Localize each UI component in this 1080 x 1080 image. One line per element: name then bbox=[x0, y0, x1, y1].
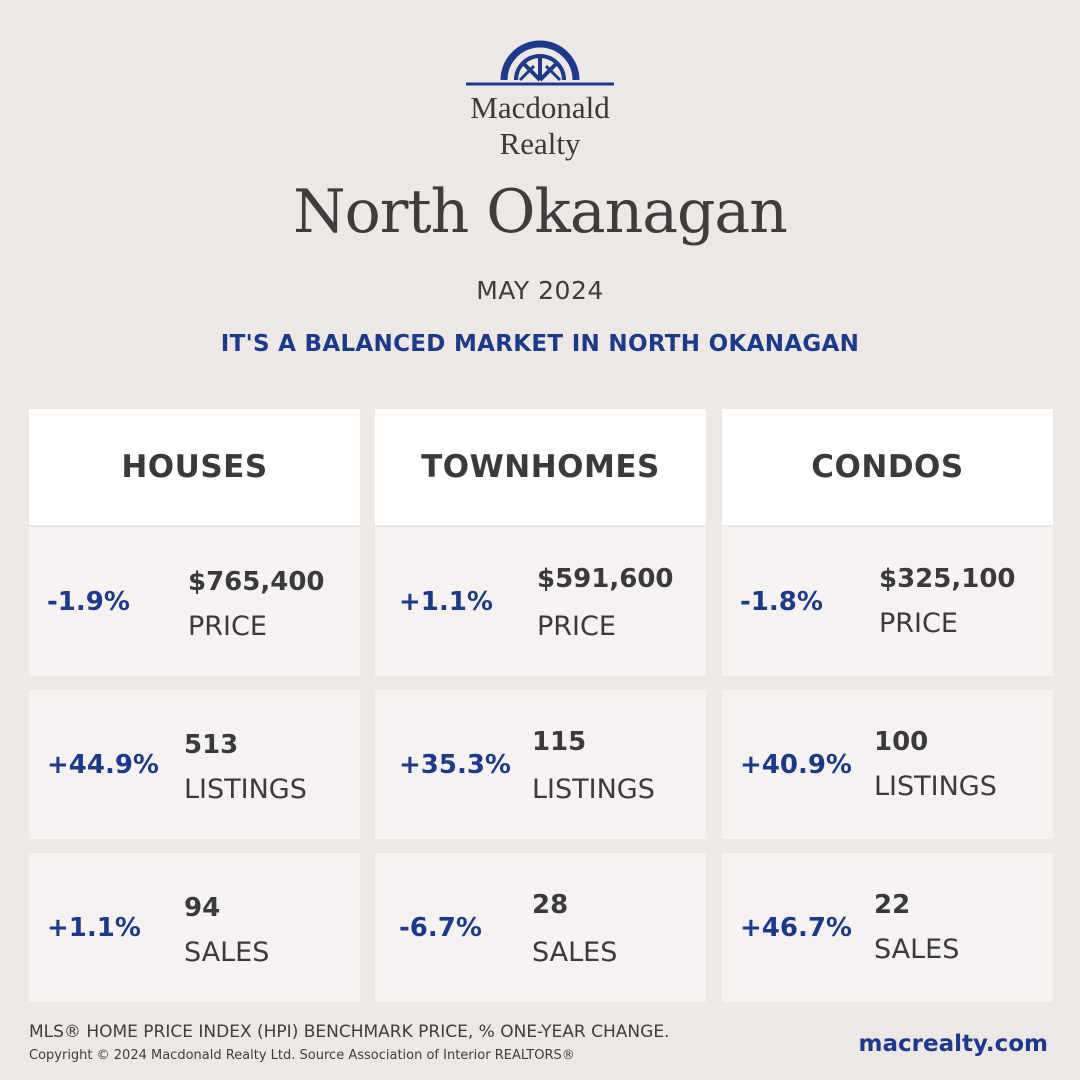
website-link[interactable]: macrealty.com bbox=[858, 1031, 1048, 1057]
townhomes-listings-change: +35.3% bbox=[399, 749, 511, 780]
brand-name-line1: Macdonald bbox=[470, 90, 610, 125]
condos-price-value: $325,100 bbox=[879, 564, 1016, 594]
houses-listings-value: 513 bbox=[184, 730, 239, 760]
houses-sales-value: 94 bbox=[184, 893, 221, 923]
condos-listings-value: 100 bbox=[874, 727, 929, 757]
report-month: MAY 2024 bbox=[476, 276, 604, 305]
market-headline: IT'S A BALANCED MARKET IN NORTH OKANAGAN bbox=[220, 331, 860, 357]
houses-price-change: -1.9% bbox=[47, 586, 130, 617]
company-logo: Macdonald Realty bbox=[440, 38, 640, 164]
footer-copyright: Copyright © 2024 Macdonald Realty Ltd. S… bbox=[29, 1048, 575, 1063]
brand-name-line2: Realty bbox=[499, 126, 581, 161]
column-header-townhomes: TOWNHOMES bbox=[375, 409, 706, 525]
houses-sales-label: SALES bbox=[184, 937, 270, 968]
townhomes-sales-change: -6.7% bbox=[399, 912, 482, 943]
condos-sales-change: +46.7% bbox=[740, 912, 852, 943]
footer-note: MLS® HOME PRICE INDEX (HPI) BENCHMARK PR… bbox=[29, 1022, 670, 1042]
column-header-houses: HOUSES bbox=[29, 409, 360, 525]
townhomes-price-change: +1.1% bbox=[399, 586, 493, 617]
condos-price-label: PRICE bbox=[879, 608, 958, 639]
townhomes-price-value: $591,600 bbox=[537, 564, 674, 594]
condos-sales-label: SALES bbox=[874, 934, 960, 965]
houses-price-label: PRICE bbox=[188, 611, 267, 642]
houses-listings-card: +44.9% 513 LISTINGS bbox=[29, 690, 360, 839]
townhomes-price-card: +1.1% $591,600 PRICE bbox=[375, 527, 706, 676]
houses-price-card: -1.9% $765,400 PRICE bbox=[29, 527, 360, 676]
condos-listings-change: +40.9% bbox=[740, 749, 852, 780]
page-title: North Okanagan bbox=[293, 177, 788, 247]
townhomes-sales-value: 28 bbox=[532, 890, 569, 920]
condos-price-card: -1.8% $325,100 PRICE bbox=[722, 527, 1053, 676]
townhomes-price-label: PRICE bbox=[537, 611, 616, 642]
column-header-condos: CONDOS bbox=[722, 409, 1053, 525]
townhomes-sales-label: SALES bbox=[532, 937, 618, 968]
houses-sales-change: +1.1% bbox=[47, 912, 141, 943]
houses-listings-label: LISTINGS bbox=[184, 774, 307, 805]
houses-sales-card: +1.1% 94 SALES bbox=[29, 853, 360, 1002]
condos-price-change: -1.8% bbox=[740, 586, 823, 617]
townhomes-listings-value: 115 bbox=[532, 727, 587, 757]
condos-listings-card: +40.9% 100 LISTINGS bbox=[722, 690, 1053, 839]
houses-listings-change: +44.9% bbox=[47, 749, 159, 780]
houses-price-value: $765,400 bbox=[188, 567, 325, 597]
logo-arch-icon bbox=[466, 40, 614, 86]
condos-listings-label: LISTINGS bbox=[874, 771, 997, 802]
condos-sales-value: 22 bbox=[874, 890, 911, 920]
townhomes-listings-label: LISTINGS bbox=[532, 774, 655, 805]
townhomes-sales-card: -6.7% 28 SALES bbox=[375, 853, 706, 1002]
condos-sales-card: +46.7% 22 SALES bbox=[722, 853, 1053, 1002]
townhomes-listings-card: +35.3% 115 LISTINGS bbox=[375, 690, 706, 839]
